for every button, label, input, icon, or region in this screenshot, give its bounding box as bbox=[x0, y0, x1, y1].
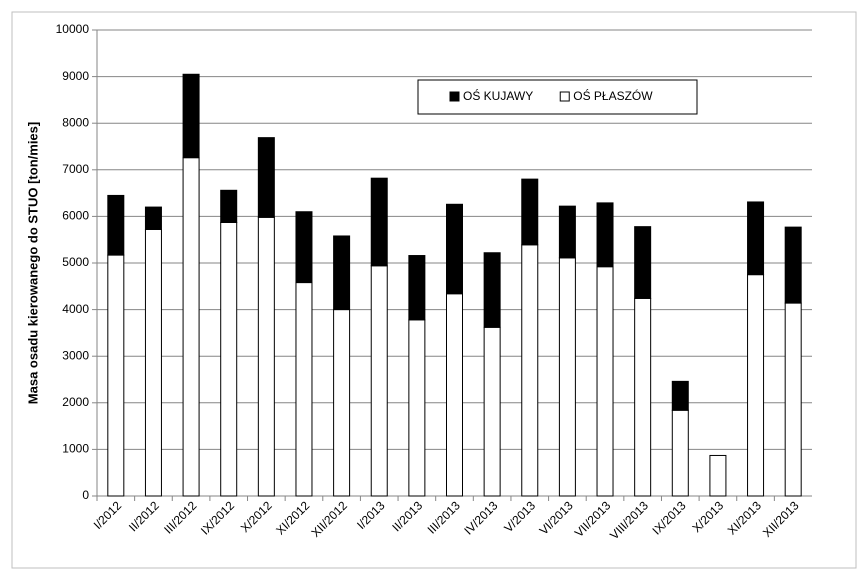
bar-segment bbox=[182, 73, 200, 159]
x-tick-label: VIII/2013 bbox=[607, 498, 651, 542]
x-tick-label: XII/2013 bbox=[760, 498, 802, 540]
bar-segment bbox=[295, 211, 313, 284]
x-tick-label: IX/2013 bbox=[649, 498, 688, 537]
y-tick-label: 1000 bbox=[62, 442, 89, 456]
bar-segment bbox=[634, 226, 652, 299]
bar-segment bbox=[634, 297, 652, 497]
bar-segment bbox=[182, 157, 200, 497]
legend-box bbox=[417, 79, 698, 115]
y-tick-label: 6000 bbox=[62, 209, 89, 223]
bar-segment bbox=[596, 202, 614, 268]
x-tick-label: IV/2013 bbox=[461, 498, 500, 537]
bar-segment bbox=[747, 274, 765, 497]
legend-swatch bbox=[559, 91, 570, 102]
bar-segment bbox=[446, 293, 463, 497]
bar-segment bbox=[107, 194, 125, 256]
bar-segment bbox=[333, 235, 351, 311]
x-tick-label: XI/2013 bbox=[725, 498, 764, 537]
y-tick-label: 2000 bbox=[62, 395, 89, 409]
bar-segment bbox=[220, 221, 238, 497]
bar-segment bbox=[671, 380, 689, 411]
x-tick-label: II/2012 bbox=[126, 498, 162, 534]
bar-segment bbox=[709, 454, 727, 497]
legend-swatch bbox=[449, 91, 460, 102]
bar-segment bbox=[370, 265, 388, 497]
bar-segment bbox=[521, 178, 539, 246]
bar-segment bbox=[596, 266, 614, 497]
bar-segment bbox=[107, 254, 125, 497]
bar-segment bbox=[483, 252, 501, 328]
x-tick-label: II/2013 bbox=[389, 498, 425, 534]
bar-segment bbox=[144, 206, 162, 230]
bar-segment bbox=[220, 189, 238, 223]
bar-segment bbox=[370, 177, 388, 267]
legend-label: OŚ PŁASZÓW bbox=[573, 88, 653, 103]
bar-segment bbox=[408, 255, 426, 321]
x-tick-label: X/2013 bbox=[689, 498, 726, 535]
bar-segment bbox=[144, 228, 162, 497]
x-tick-label: I/2012 bbox=[91, 498, 125, 532]
y-tick-label: 0 bbox=[82, 488, 89, 502]
x-tick-label: III/2012 bbox=[161, 498, 199, 536]
x-tick-label: V/2013 bbox=[501, 498, 538, 535]
bar-segment bbox=[333, 309, 351, 497]
bar-segment bbox=[446, 203, 463, 295]
bar-segment bbox=[521, 244, 539, 497]
x-tick-label: VI/2013 bbox=[537, 498, 576, 537]
y-axis-label: Masa osadu kierowanego do STUO [ton/mies… bbox=[25, 122, 40, 404]
bar-segment bbox=[257, 216, 275, 497]
bar-segment bbox=[295, 282, 313, 497]
legend-label: OŚ KUJAWY bbox=[463, 88, 533, 103]
y-tick-label: 7000 bbox=[62, 162, 89, 176]
chart-frame bbox=[11, 11, 857, 569]
x-tick-label: XII/2012 bbox=[308, 498, 350, 540]
bar-segment bbox=[784, 226, 802, 304]
bar-segment bbox=[257, 137, 275, 218]
y-tick-label: 8000 bbox=[62, 115, 89, 129]
y-tick-label: 9000 bbox=[62, 69, 89, 83]
y-tick-label: 10000 bbox=[56, 22, 90, 36]
bar-segment bbox=[558, 257, 576, 497]
x-tick-label: X/2012 bbox=[238, 498, 275, 535]
y-tick-label: 4000 bbox=[62, 302, 89, 316]
x-tick-label: IX/2012 bbox=[198, 498, 237, 537]
x-tick-label: XI/2012 bbox=[273, 498, 312, 537]
bar-segment bbox=[483, 326, 501, 497]
x-tick-label: I/2013 bbox=[354, 498, 388, 532]
bar-segment bbox=[747, 201, 765, 276]
y-tick-label: 5000 bbox=[62, 255, 89, 269]
bar-segment bbox=[784, 302, 802, 497]
y-tick-label: 3000 bbox=[62, 348, 89, 362]
bar-segment bbox=[671, 409, 689, 497]
bar-segment bbox=[558, 205, 576, 259]
bar-segment bbox=[408, 319, 426, 497]
x-tick-label: III/2013 bbox=[425, 498, 463, 536]
